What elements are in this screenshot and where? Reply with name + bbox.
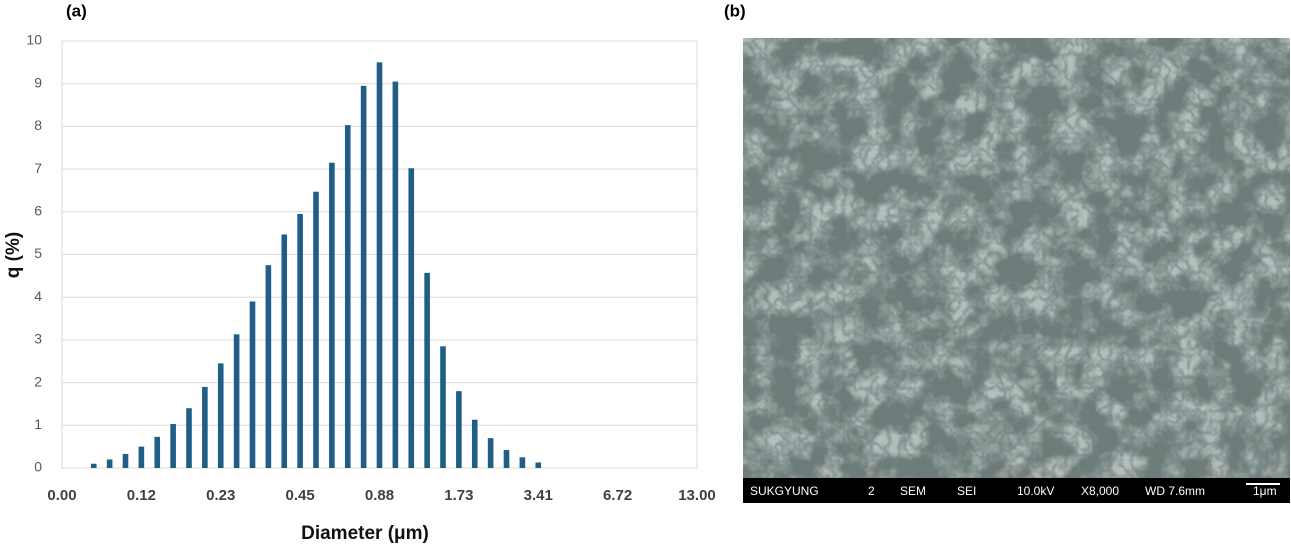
x-tick-label: 3.41 [524,487,553,504]
footer-text: 2 [868,484,875,498]
bar [535,462,542,468]
y-tick-label: 8 [34,117,42,133]
y-tick-label: 7 [34,160,42,176]
bar [186,408,192,468]
sem-footer [743,478,1290,503]
sem-image [743,38,1290,503]
footer-text: WD 7.6mm [1145,484,1205,498]
footer-text: 1μm [1253,484,1277,498]
x-axis-title: Diameter (μm) [301,523,429,544]
bar [313,191,319,468]
bar [392,81,399,468]
bar [122,453,129,468]
x-tick-label: 6.72 [603,487,632,504]
x-tick-label: 0.23 [206,487,235,504]
bar [202,386,208,468]
bar [154,436,161,468]
y-axis-title: q (%) [3,232,24,278]
bar [233,334,240,468]
bar [217,363,224,468]
bar [376,62,383,468]
bar [456,391,462,468]
bar [424,272,430,468]
sem-shadows [743,38,1290,478]
y-tick-label: 10 [26,32,42,48]
bar [503,450,510,468]
y-tick-label: 5 [34,245,42,261]
bar [265,265,272,468]
x-tick-label: 0.45 [286,487,315,504]
bar [138,446,145,468]
bar [170,424,176,468]
y-tick-label: 2 [34,373,42,389]
x-tick-label: 0.00 [47,487,76,504]
bar [360,85,367,469]
x-tick-label: 1.73 [444,487,473,504]
footer-text: 10.0kV [1017,484,1054,498]
panel-label: (b) [724,1,746,20]
panel-label: (a) [66,1,87,20]
y-tick-label: 3 [34,331,42,347]
y-tick-label: 6 [34,203,42,219]
bar [344,125,351,468]
x-tick-label: 0.12 [127,487,156,504]
bar [519,457,526,468]
bar [408,168,415,468]
y-tick-label: 4 [34,288,42,304]
y-tick-label: 9 [34,74,42,90]
footer-text: SEM [900,484,926,498]
x-tick-label: 0.88 [365,487,394,504]
x-tick-label: 13.00 [678,487,716,504]
y-tick-label: 0 [34,459,42,475]
footer-text: X8,000 [1081,484,1119,498]
y-tick-label: 1 [34,416,42,432]
footer-text: SUKGYUNG [750,484,819,498]
footer-text: SEI [957,484,976,498]
bar [281,234,288,468]
bar [440,346,446,468]
sem-footer-text: SUKGYUNG 2 SEM SEI 10.0kV X8,000 WD 7.6mm 1μm [750,484,1277,498]
bar [471,419,478,468]
bar [487,438,494,468]
bar [90,463,97,468]
bar [106,459,113,468]
bar [297,213,303,468]
bar [329,162,335,468]
bar [249,301,256,468]
